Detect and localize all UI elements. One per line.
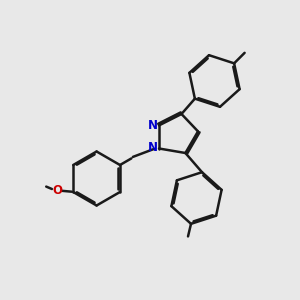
- Text: N: N: [147, 141, 158, 154]
- Text: N: N: [147, 119, 158, 133]
- Text: O: O: [52, 184, 62, 197]
